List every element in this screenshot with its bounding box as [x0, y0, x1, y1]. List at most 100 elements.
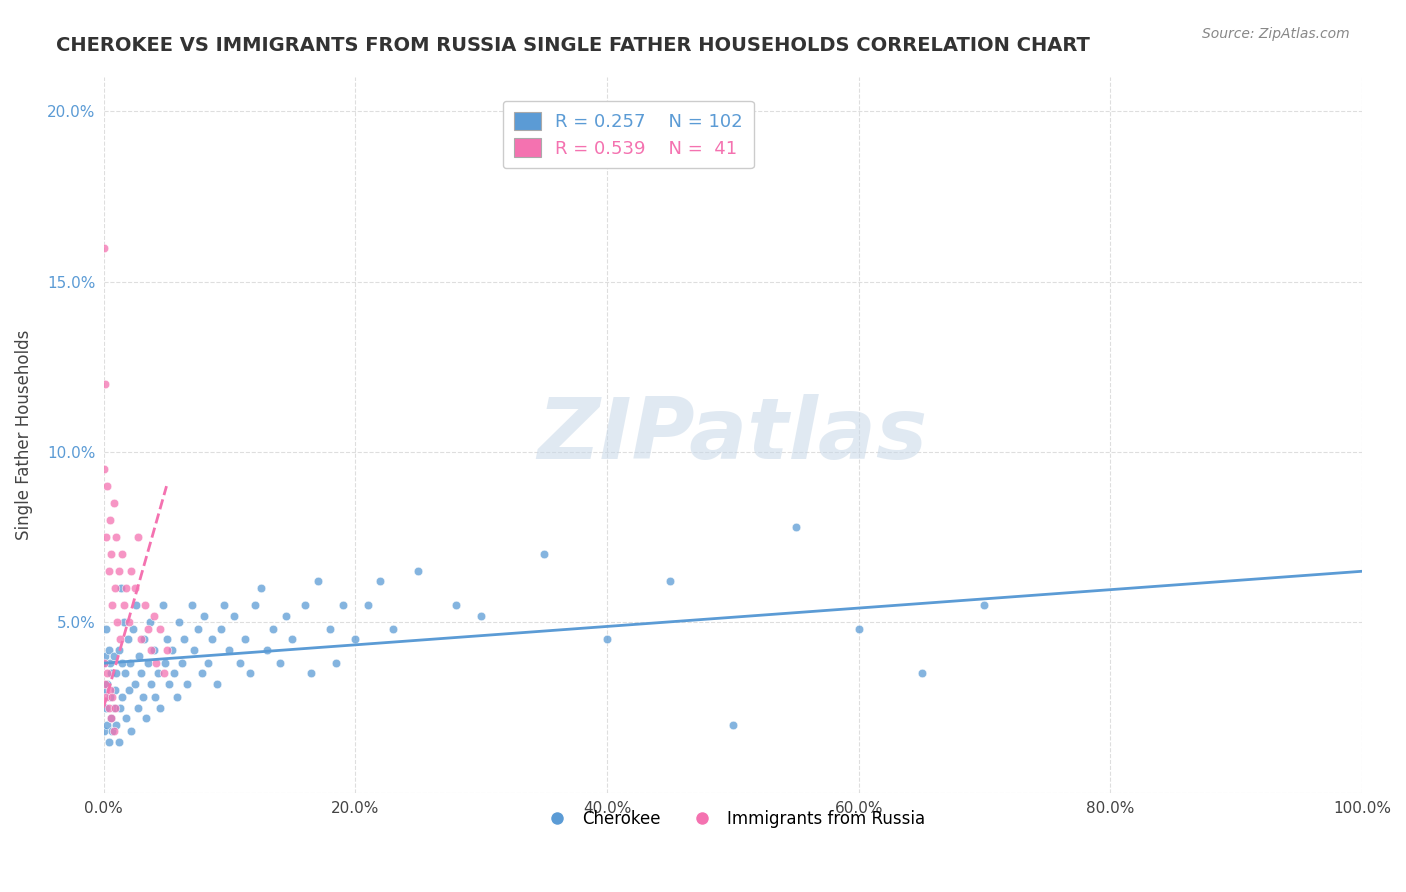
Text: Source: ZipAtlas.com: Source: ZipAtlas.com — [1202, 27, 1350, 41]
Point — [98, 683, 121, 698]
Point — [173, 632, 195, 647]
Point — [96, 717, 118, 731]
Point — [110, 582, 132, 596]
Point — [93, 657, 115, 671]
Point — [101, 599, 124, 613]
Point — [152, 599, 174, 613]
Point — [444, 599, 467, 613]
Point — [96, 479, 118, 493]
Point — [269, 657, 291, 671]
Point — [470, 608, 492, 623]
Point — [155, 632, 177, 647]
Point — [108, 700, 131, 714]
Point — [105, 717, 128, 731]
Point — [319, 622, 342, 636]
Point — [149, 700, 172, 714]
Point — [111, 547, 134, 561]
Point — [115, 711, 138, 725]
Point — [93, 241, 115, 255]
Point — [101, 690, 124, 705]
Point — [263, 622, 285, 636]
Point — [111, 690, 134, 705]
Point — [243, 599, 266, 613]
Point — [721, 717, 744, 731]
Point — [149, 622, 172, 636]
Point — [97, 700, 120, 714]
Point — [114, 666, 136, 681]
Point — [281, 632, 304, 647]
Point — [103, 700, 125, 714]
Point — [325, 657, 347, 671]
Point — [155, 657, 177, 671]
Point — [239, 666, 262, 681]
Point — [104, 683, 127, 698]
Point — [115, 582, 138, 596]
Point — [294, 599, 316, 613]
Point — [533, 547, 555, 561]
Point — [93, 657, 115, 671]
Point — [209, 622, 232, 636]
Point — [100, 711, 122, 725]
Point — [107, 615, 129, 630]
Point — [112, 615, 135, 630]
Point — [142, 642, 165, 657]
Point — [214, 599, 236, 613]
Point — [274, 608, 297, 623]
Point — [107, 642, 129, 657]
Point — [139, 615, 162, 630]
Point — [97, 642, 120, 657]
Point — [131, 690, 153, 705]
Point — [228, 657, 250, 671]
Point — [187, 622, 209, 636]
Point — [103, 724, 125, 739]
Point — [118, 683, 141, 698]
Point — [307, 574, 329, 589]
Point — [332, 599, 354, 613]
Point — [96, 676, 118, 690]
Point — [153, 666, 176, 681]
Text: ZIPatlas: ZIPatlas — [537, 393, 928, 476]
Point — [100, 547, 122, 561]
Point — [256, 642, 278, 657]
Point — [118, 615, 141, 630]
Point — [101, 724, 124, 739]
Point — [370, 574, 392, 589]
Point — [299, 666, 322, 681]
Point — [124, 582, 146, 596]
Point — [143, 690, 166, 705]
Point — [117, 632, 139, 647]
Point — [108, 632, 131, 647]
Point — [166, 690, 188, 705]
Point — [910, 666, 932, 681]
Point — [218, 642, 240, 657]
Point — [94, 690, 117, 705]
Point — [193, 608, 215, 623]
Point — [94, 700, 117, 714]
Point — [111, 657, 134, 671]
Point — [131, 666, 153, 681]
Point — [94, 622, 117, 636]
Point — [127, 530, 149, 544]
Point — [201, 632, 224, 647]
Point — [183, 642, 205, 657]
Point — [170, 657, 193, 671]
Point — [344, 632, 367, 647]
Point — [205, 676, 228, 690]
Legend: Cherokee, Immigrants from Russia: Cherokee, Immigrants from Russia — [534, 803, 932, 834]
Point — [100, 711, 122, 725]
Point — [93, 724, 115, 739]
Point — [104, 582, 127, 596]
Point — [128, 649, 150, 664]
Point — [112, 599, 135, 613]
Point — [104, 700, 127, 714]
Point — [142, 608, 165, 623]
Point — [96, 666, 118, 681]
Point — [94, 530, 117, 544]
Point — [141, 676, 163, 690]
Point — [176, 676, 198, 690]
Point — [93, 462, 115, 476]
Point — [145, 657, 167, 671]
Point — [98, 657, 121, 671]
Point — [163, 666, 186, 681]
Point — [785, 520, 807, 534]
